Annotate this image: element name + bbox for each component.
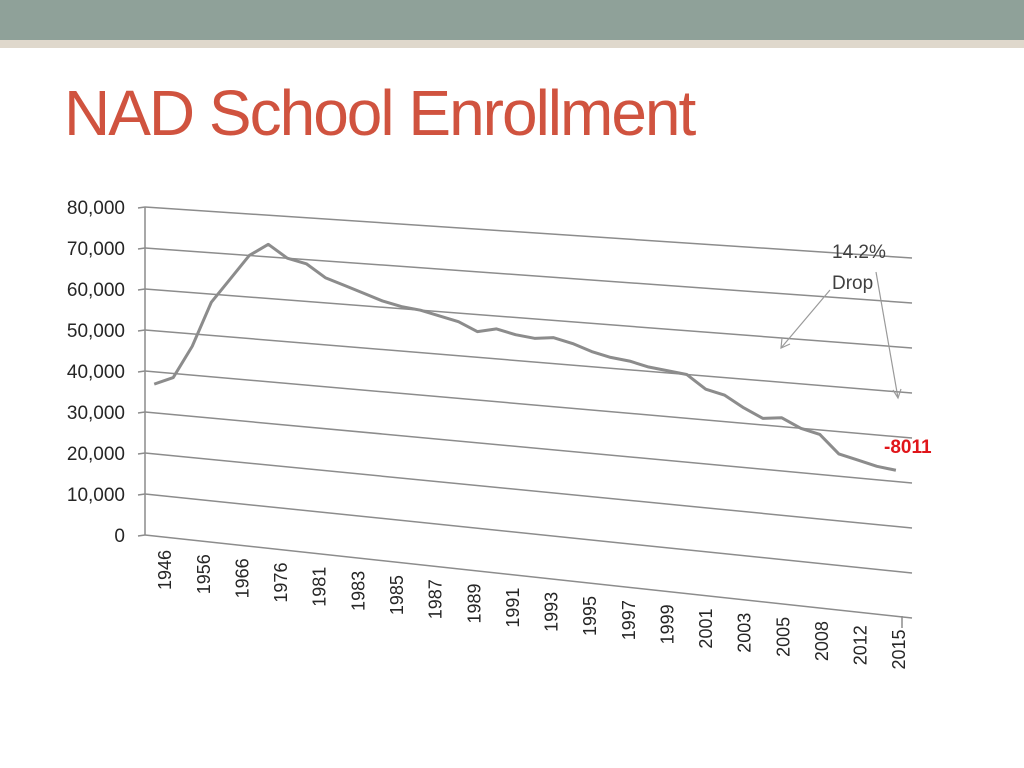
- gridline: [144, 534, 913, 619]
- slide-title: NAD School Enrollment: [64, 77, 696, 149]
- y-tick-label: 80,000: [67, 198, 125, 219]
- x-tick-label: 1976: [271, 563, 291, 603]
- y-tick-mark: [137, 370, 146, 373]
- y-tick-mark: [137, 534, 146, 537]
- drop-arrowhead-right: [892, 388, 902, 400]
- gridline: [144, 411, 913, 484]
- drop-arrowhead-left: [780, 337, 791, 349]
- x-tick-label: 2001: [696, 609, 716, 649]
- gridline: [144, 452, 913, 529]
- y-tick-label: 70,000: [67, 239, 125, 260]
- x-tick-label: 1946: [155, 550, 175, 590]
- drop-arrow-right: [875, 271, 899, 399]
- x-tick-label: 1981: [310, 567, 330, 607]
- y-axis-ticks: 0 10,000 20,000 30,000 40,000 50,000 60,000 70,…: [67, 198, 125, 547]
- x-tick-label: 1966: [232, 558, 252, 598]
- x-tick-label: 2008: [812, 621, 832, 661]
- y-tick-mark: [137, 411, 146, 414]
- top-stripe: [0, 40, 1024, 48]
- y-tick-mark: [137, 329, 146, 332]
- x-tick-label: 1995: [580, 596, 600, 636]
- y-tick-mark: [137, 206, 146, 209]
- x-tick-label: 1997: [619, 600, 639, 640]
- gridline: [144, 370, 913, 439]
- x-axis-ticks: 1946 1956 1966 1976 1981 1983 1985 1987 1989 1991…: [155, 550, 909, 669]
- y-tick-label: 20,000: [67, 444, 125, 465]
- y-tick-label: 0: [114, 526, 125, 547]
- x-tick-label: 1993: [542, 592, 562, 632]
- x-tick-label: 1989: [464, 583, 484, 623]
- x-tick-label: 1987: [426, 579, 446, 619]
- annotations: 14.2% Drop -8011: [780, 242, 932, 458]
- y-tick-label: 40,000: [67, 362, 125, 383]
- y-tick-label: 30,000: [67, 403, 125, 424]
- series-layer: [153, 242, 897, 472]
- y-tick-label: 10,000: [67, 485, 125, 506]
- x-tick-label: 2005: [773, 617, 793, 657]
- gridline: [144, 493, 913, 574]
- top-band: [0, 0, 1024, 40]
- drop-word-label: Drop: [832, 273, 873, 294]
- x-tick-label: 1991: [503, 588, 523, 628]
- delta-label: -8011: [884, 437, 932, 458]
- x-tick-label: 1999: [657, 604, 677, 644]
- y-tick-label: 60,000: [67, 280, 125, 301]
- x-tick-label: 1983: [348, 571, 368, 611]
- drop-arrow-left: [780, 289, 831, 349]
- drop-percent-label: 14.2%: [832, 242, 886, 263]
- gridline: [144, 206, 913, 259]
- x-tick-label: 2015: [889, 629, 909, 669]
- x-tick-label: 1985: [387, 575, 407, 615]
- x-tick-label: 2012: [851, 625, 871, 665]
- y-tick-label: 50,000: [67, 321, 125, 342]
- x-tick-label: 2003: [735, 613, 755, 653]
- gridline: [144, 247, 913, 304]
- y-tick-mark: [137, 493, 146, 496]
- y-tick-mark: [137, 452, 146, 455]
- grid-lines: [137, 206, 913, 628]
- gridline: [144, 329, 913, 394]
- y-tick-mark: [137, 247, 146, 250]
- y-tick-mark: [137, 288, 146, 291]
- gridline: [144, 288, 913, 349]
- series-line: [153, 242, 897, 472]
- x-tick-label: 1956: [194, 554, 214, 594]
